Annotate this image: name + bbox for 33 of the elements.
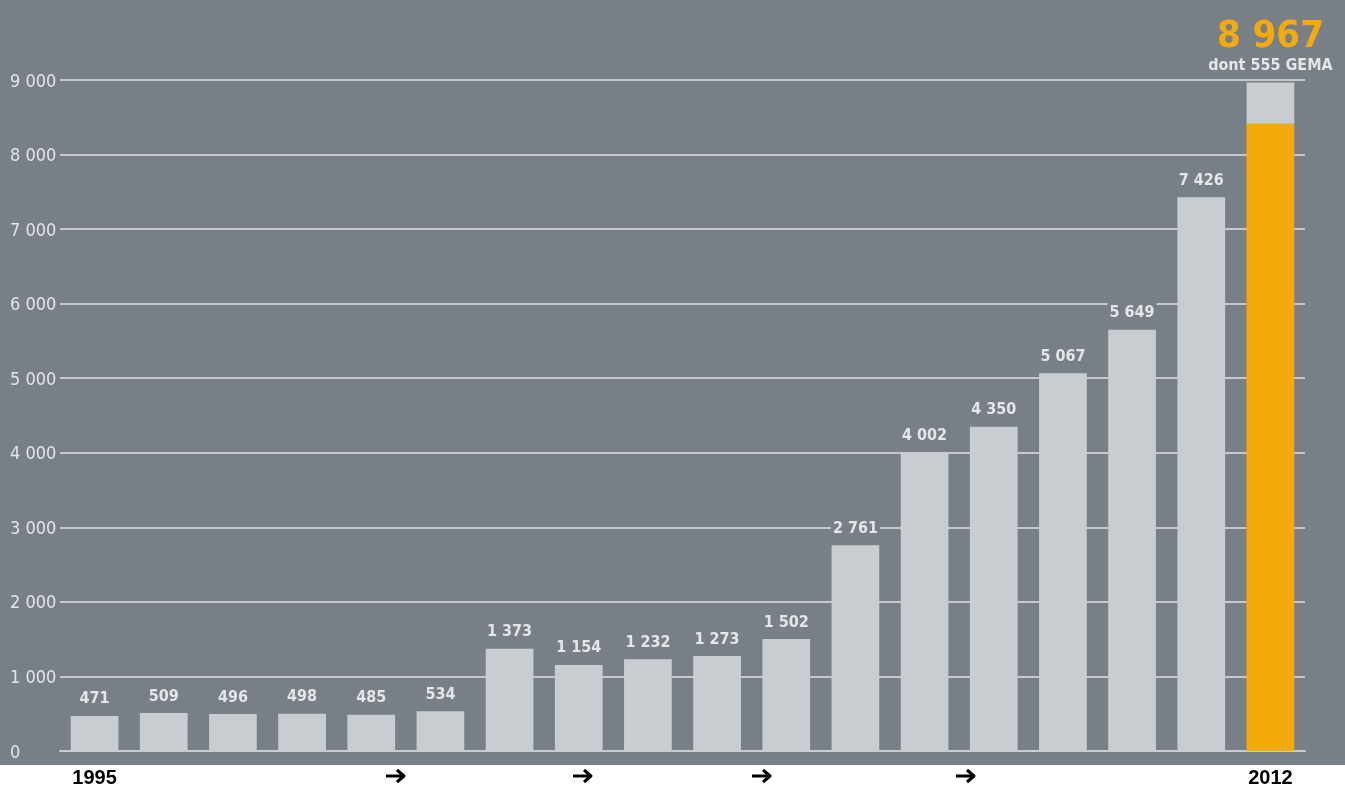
data-label: 1 373 bbox=[487, 621, 533, 641]
data-label: 496 bbox=[217, 686, 248, 706]
data-label: dont 555 GEMA bbox=[1208, 54, 1334, 74]
data-label: 485 bbox=[356, 687, 387, 707]
data-label: 471 bbox=[79, 688, 110, 708]
data-label: 1 273 bbox=[694, 628, 740, 648]
data-label: 498 bbox=[287, 686, 318, 706]
bar bbox=[1246, 82, 1295, 124]
data-label: 5 649 bbox=[1109, 302, 1155, 322]
data-label: 7 426 bbox=[1178, 169, 1224, 189]
total-label: 8 967 bbox=[1216, 12, 1324, 57]
data-label: 1 154 bbox=[556, 637, 602, 657]
data-label: 1 502 bbox=[763, 611, 809, 631]
y-tick-label: 6 000 bbox=[10, 293, 57, 315]
data-label: 2 761 bbox=[832, 517, 878, 537]
data-label: 534 bbox=[425, 683, 456, 703]
data-label: 4 350 bbox=[971, 399, 1017, 419]
y-tick-label: 0 bbox=[10, 740, 21, 762]
y-tick-label: 8 000 bbox=[10, 144, 57, 166]
data-label: 509 bbox=[148, 685, 179, 705]
y-tick-label: 3 000 bbox=[10, 516, 57, 538]
data-label: 4 002 bbox=[902, 425, 948, 445]
data-label: 5 067 bbox=[1040, 345, 1086, 365]
y-tick-label: 7 000 bbox=[10, 218, 57, 240]
bar bbox=[1246, 123, 1295, 751]
y-tick-label: 1 000 bbox=[10, 665, 57, 687]
x-tick-label: 2012 bbox=[1248, 766, 1293, 788]
y-tick-label: 5 000 bbox=[10, 367, 57, 389]
y-tick-label: 9 000 bbox=[10, 69, 57, 91]
x-tick-label: 1995 bbox=[72, 766, 117, 788]
y-tick-label: 4 000 bbox=[10, 442, 57, 464]
data-label: 1 232 bbox=[625, 631, 671, 651]
y-tick-label: 2 000 bbox=[10, 591, 57, 613]
